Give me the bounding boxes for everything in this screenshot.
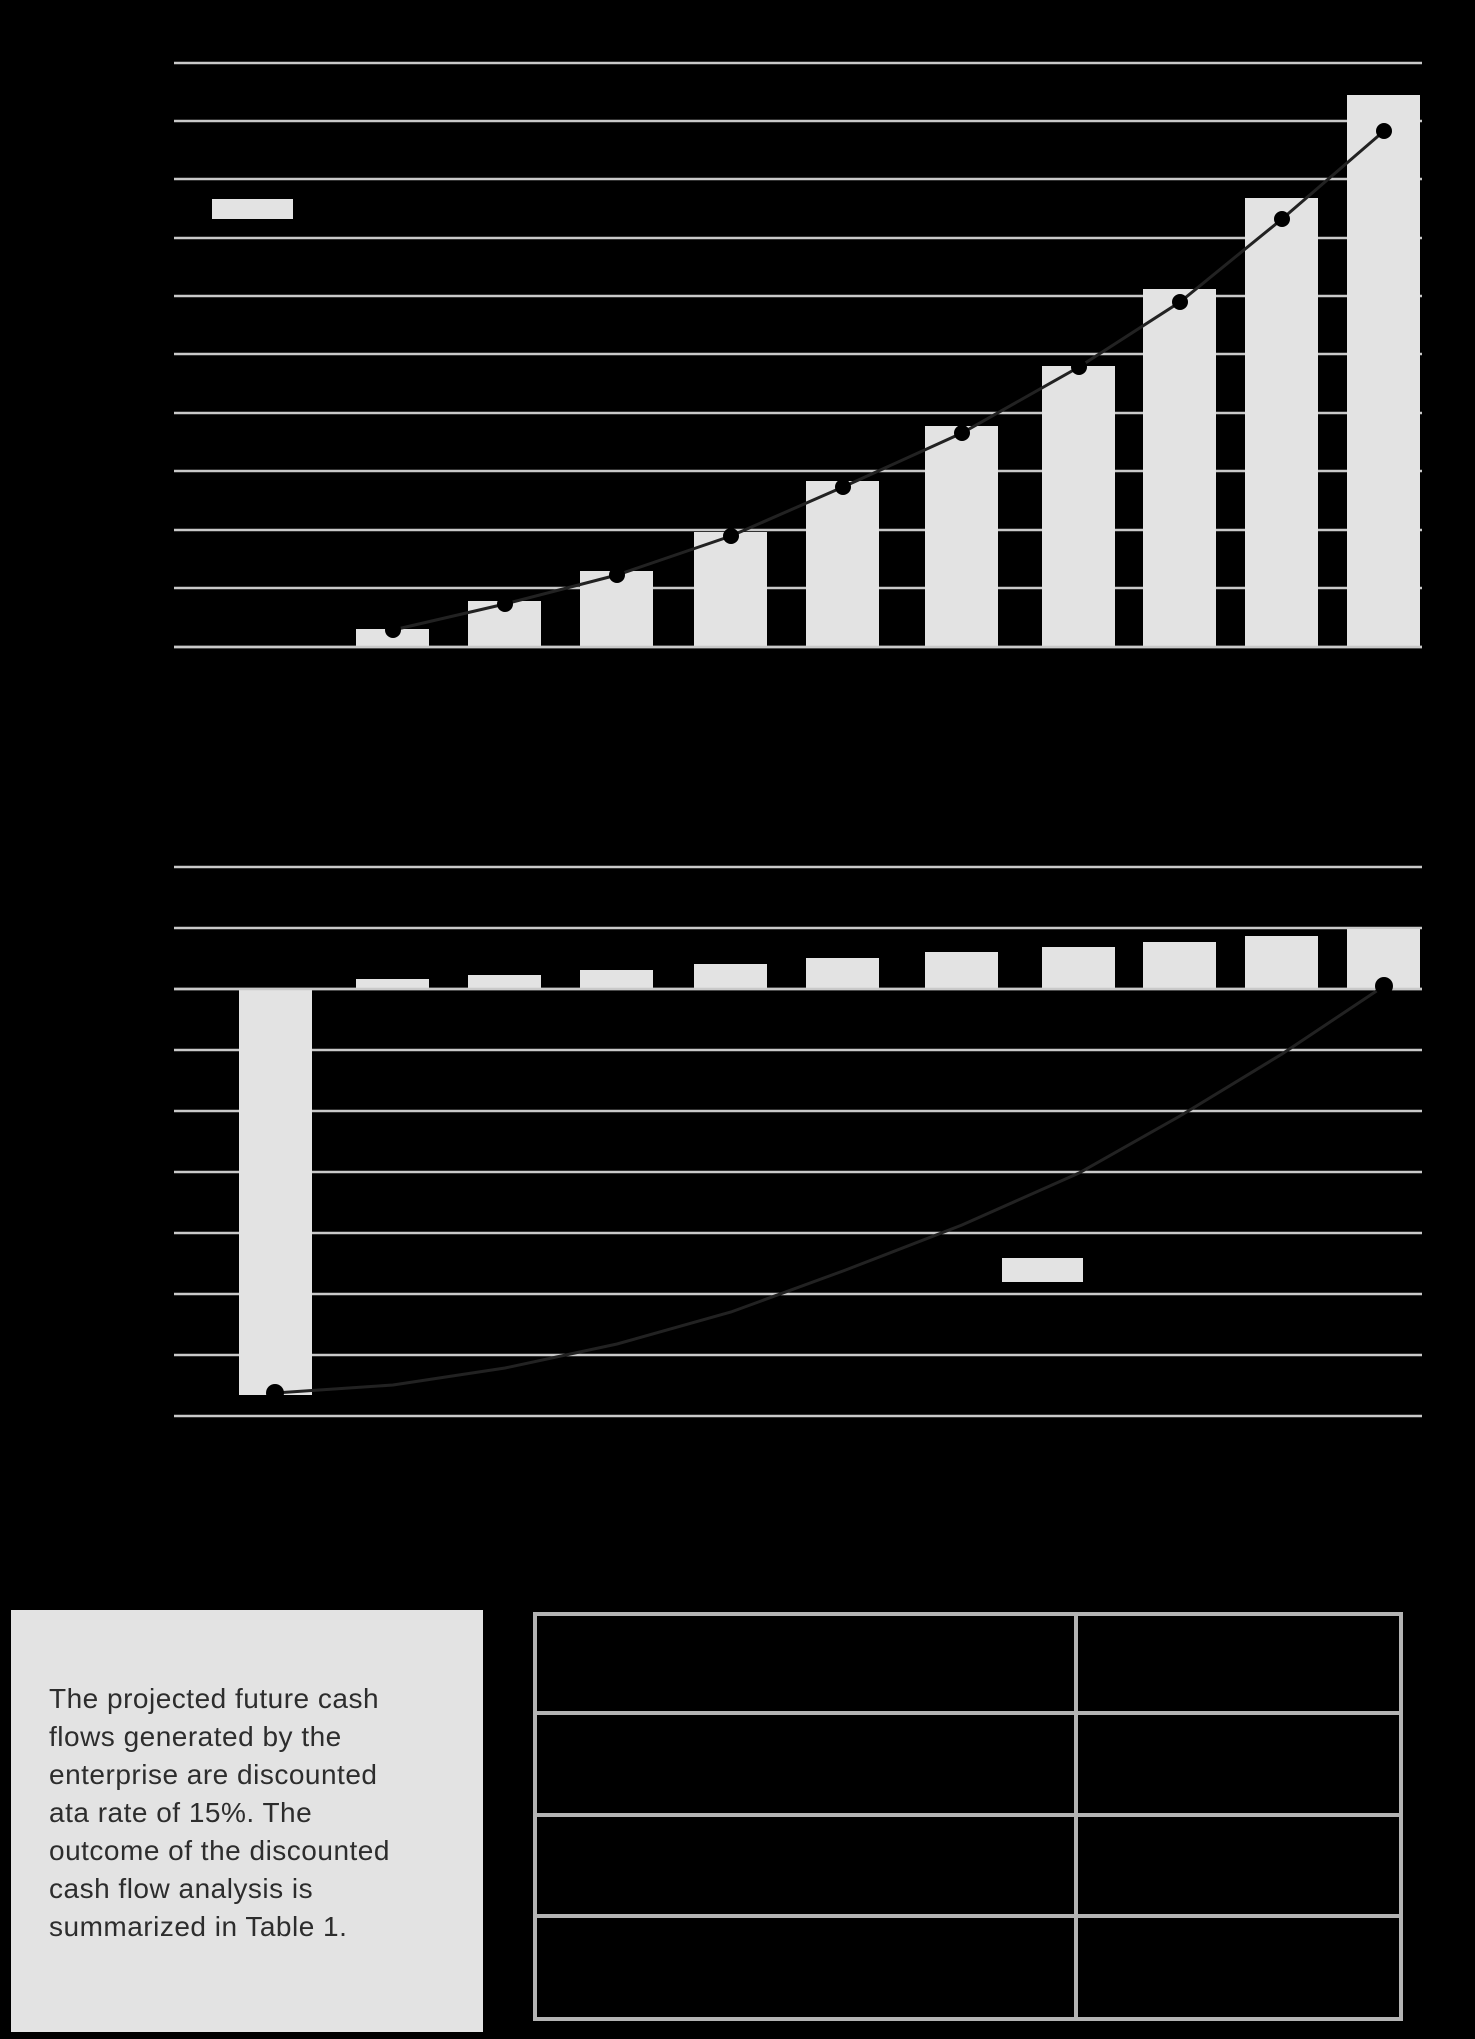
chart-1-series-dot [954, 425, 970, 441]
note-text-line: cash flow analysis is [49, 1873, 314, 1904]
note-text: The projected future cash flows generated… [49, 1680, 453, 1946]
chart-2-series-dot [1375, 977, 1393, 995]
chart-1-series-dot [385, 622, 401, 638]
chart-2-series-line [274, 984, 1385, 1395]
note-text-line: summarized in Table 1. [49, 1911, 348, 1942]
chart-1-series-line [392, 129, 1385, 632]
chart-1-series-dot [1172, 294, 1188, 310]
table-cell-r3-c1 [537, 1817, 1075, 1915]
note-box: The projected future cash flows generated… [11, 1610, 483, 2032]
chart-2-bar [806, 958, 879, 989]
chart-1-bar [1143, 289, 1216, 647]
note-text-line: The projected future cash [49, 1683, 380, 1714]
chart-1-bar [356, 629, 429, 647]
chart-2-series-dot [266, 1384, 284, 1402]
chart-1-series-dot [835, 479, 851, 495]
chart-1-series-dot [497, 596, 513, 612]
chart-2-legend-swatch [1002, 1258, 1083, 1282]
table-cell-r2-c1 [537, 1715, 1075, 1814]
chart-2-bar [925, 952, 998, 989]
note-text-line: enterprise are discounted [49, 1759, 378, 1790]
note-text-line: ata rate of 15%. The [49, 1797, 313, 1828]
table-cell-r3-c2 [1078, 1817, 1399, 1915]
chart-1-legend-swatch [212, 199, 293, 219]
chart-2-bar [1245, 936, 1318, 989]
chart-1-series-dot [1274, 211, 1290, 227]
chart-1-bar [1347, 95, 1420, 647]
chart-1-bar [806, 481, 879, 647]
chart-2-bar [1042, 947, 1115, 989]
chart-1-bar [694, 532, 767, 647]
table-cell-r1-c1 [537, 1616, 1075, 1712]
chart-2-bar [1143, 942, 1216, 989]
chart-2-bar [239, 989, 312, 1395]
table-cell-r4-c2 [1078, 1918, 1399, 2017]
chart-2-bar [468, 975, 541, 989]
chart-1-bar [580, 571, 653, 647]
chart-1-bar [925, 426, 998, 647]
chart-1-bar [1245, 198, 1318, 647]
chart-1-series-dot [1071, 359, 1087, 375]
chart-1-bar [1042, 366, 1115, 647]
chart-1-series-dot [1376, 123, 1392, 139]
dcf-summary-table [533, 1612, 1403, 2021]
chart-2-bar [580, 970, 653, 989]
table-cell-r2-c2 [1078, 1715, 1399, 1814]
chart-2-bar [356, 979, 429, 989]
chart-2-bar [694, 964, 767, 989]
chart-1-series-dot [723, 528, 739, 544]
table-cell-r1-c2 [1078, 1616, 1399, 1712]
note-text-line: flows generated by the [49, 1721, 342, 1752]
note-text-line: outcome of the discounted [49, 1835, 390, 1866]
table-cell-r4-c1 [537, 1918, 1075, 2017]
chart-1-series-dot [609, 567, 625, 583]
